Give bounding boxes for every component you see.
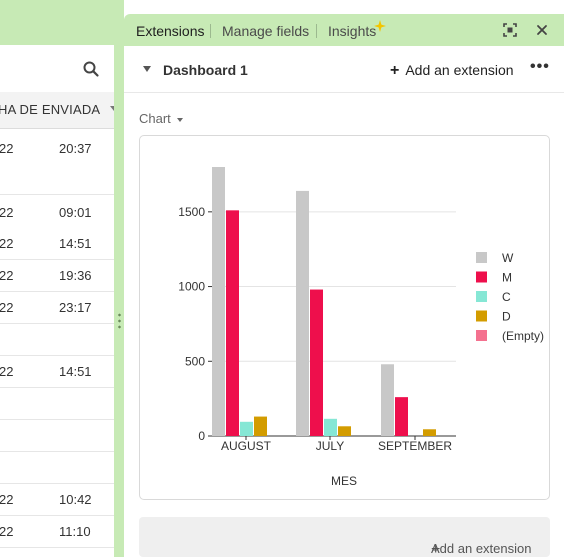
table-row[interactable]: 22 19:36 [0, 260, 114, 292]
bar-m-july [310, 289, 323, 436]
legend-swatch [476, 291, 487, 302]
table-row[interactable] [0, 388, 114, 420]
bar-m-august [226, 210, 239, 436]
caret-down-icon [176, 117, 183, 122]
plus-icon: + [390, 62, 400, 79]
extension-content: Chart 0 500 1000 1500 AUGUST JULY SEPTEMBER MES… [124, 93, 564, 557]
sparkle-icon [374, 20, 386, 32]
table-row[interactable]: 22 10:42 [0, 484, 114, 516]
date-cell: 22 [0, 364, 14, 379]
dashboard-header: Dashboard 1 + Add an extension ••• [124, 46, 564, 93]
search-icon[interactable] [82, 60, 100, 78]
time-cell: 23:17 [59, 300, 92, 315]
date-cell: 22 [0, 268, 14, 283]
grid-toolbar [0, 48, 114, 93]
time-cell: 10:42 [59, 492, 92, 507]
time-cell: 20:37 [59, 141, 92, 156]
table-row[interactable] [0, 420, 114, 452]
close-icon[interactable] [534, 22, 550, 38]
tab-insights[interactable]: Insights [328, 23, 377, 39]
date-cell: 22 [0, 300, 14, 315]
chart-card: 0 500 1000 1500 AUGUST JULY SEPTEMBER MES W M C D (E… [139, 135, 550, 500]
grid-panel: HA DE ENVIADA 22 20:37 22 09:01 22 14:51 22 19:… [0, 0, 114, 557]
table-row[interactable]: 22 20:37 [0, 133, 114, 165]
time-cell: 19:36 [59, 268, 92, 283]
bar-w-july [296, 190, 309, 436]
table-row[interactable] [0, 324, 114, 356]
bar-d-august [254, 416, 267, 436]
extensions-panel: Extensions Manage fields Insights Dashbo… [124, 14, 564, 557]
chart-selector-label: Chart [139, 111, 171, 126]
tab-manage-fields[interactable]: Manage fields [222, 23, 310, 39]
grid-top-bar [0, 0, 114, 45]
bar-d-september [423, 429, 436, 436]
y-tick-label: 0 [198, 429, 205, 443]
legend-label: M [502, 271, 512, 285]
legend-label: D [502, 310, 511, 324]
plus-icon: + [431, 541, 441, 557]
collapse-dashboard-icon[interactable] [143, 66, 151, 72]
x-tick-label: SEPTEMBER [378, 439, 452, 453]
time-cell: 14:51 [59, 364, 92, 379]
date-cell: 22 [0, 524, 14, 539]
legend-label: C [502, 290, 511, 304]
legend-swatch [476, 252, 487, 263]
add-extension-button[interactable]: + Add an extension [390, 62, 514, 80]
drag-handle-icon[interactable] [118, 312, 121, 330]
panel-divider[interactable] [114, 0, 124, 557]
extensions-tab-bar: Extensions Manage fields Insights [124, 14, 564, 46]
date-cell: 22 [0, 205, 14, 220]
more-options-icon[interactable]: ••• [530, 58, 550, 75]
x-axis-label: MES [331, 474, 357, 488]
table-row[interactable]: 22 14:51 [0, 356, 114, 388]
bar-w-september [381, 364, 394, 436]
date-cell: 22 [0, 236, 14, 251]
tab-extensions[interactable]: Extensions [136, 23, 205, 39]
legend-swatch [476, 310, 487, 322]
bar-c-august [240, 421, 253, 436]
table-row[interactable] [0, 163, 114, 195]
x-tick-label: JULY [316, 439, 344, 453]
chart-selector[interactable]: Chart [139, 111, 183, 126]
chevron-down-icon[interactable] [110, 106, 114, 111]
date-cell: 22 [0, 492, 14, 507]
y-tick-label: 1000 [178, 280, 205, 294]
dashboard-title[interactable]: Dashboard 1 [163, 62, 248, 78]
time-cell: 14:51 [59, 236, 92, 251]
time-cell: 09:01 [59, 205, 92, 220]
bar-m-september [395, 397, 408, 436]
fullscreen-icon[interactable] [502, 22, 518, 38]
add-extension-bottom-label: Add an extension [431, 541, 532, 556]
column-header-fecha-de-enviada[interactable]: HA DE ENVIADA [0, 92, 114, 129]
x-tick-label: AUGUST [221, 439, 272, 453]
legend-swatch [476, 330, 487, 341]
table-row[interactable]: 22 14:51 [0, 228, 114, 260]
legend-label: W [502, 251, 514, 265]
add-extension-bottom-button[interactable]: + Add an extension [139, 517, 550, 557]
y-tick-label: 1500 [178, 205, 205, 219]
y-tick-label: 500 [185, 354, 205, 368]
table-row[interactable] [0, 452, 114, 484]
tab-separator [210, 24, 211, 38]
table-row[interactable]: 22 23:17 [0, 292, 114, 324]
time-cell: 11:10 [59, 524, 91, 539]
legend-swatch [476, 271, 487, 283]
table-row[interactable]: 22 09:01 [0, 197, 114, 229]
bar-d-july [338, 426, 351, 436]
column-header-label: HA DE ENVIADA [0, 102, 101, 117]
tab-separator [316, 24, 317, 38]
date-cell: 22 [0, 141, 14, 156]
bar-c-july [324, 418, 337, 436]
bar-w-august [212, 167, 225, 436]
add-extension-label: Add an extension [405, 62, 514, 78]
table-row[interactable]: 22 11:10 [0, 516, 114, 548]
legend-label: (Empty) [502, 329, 544, 343]
